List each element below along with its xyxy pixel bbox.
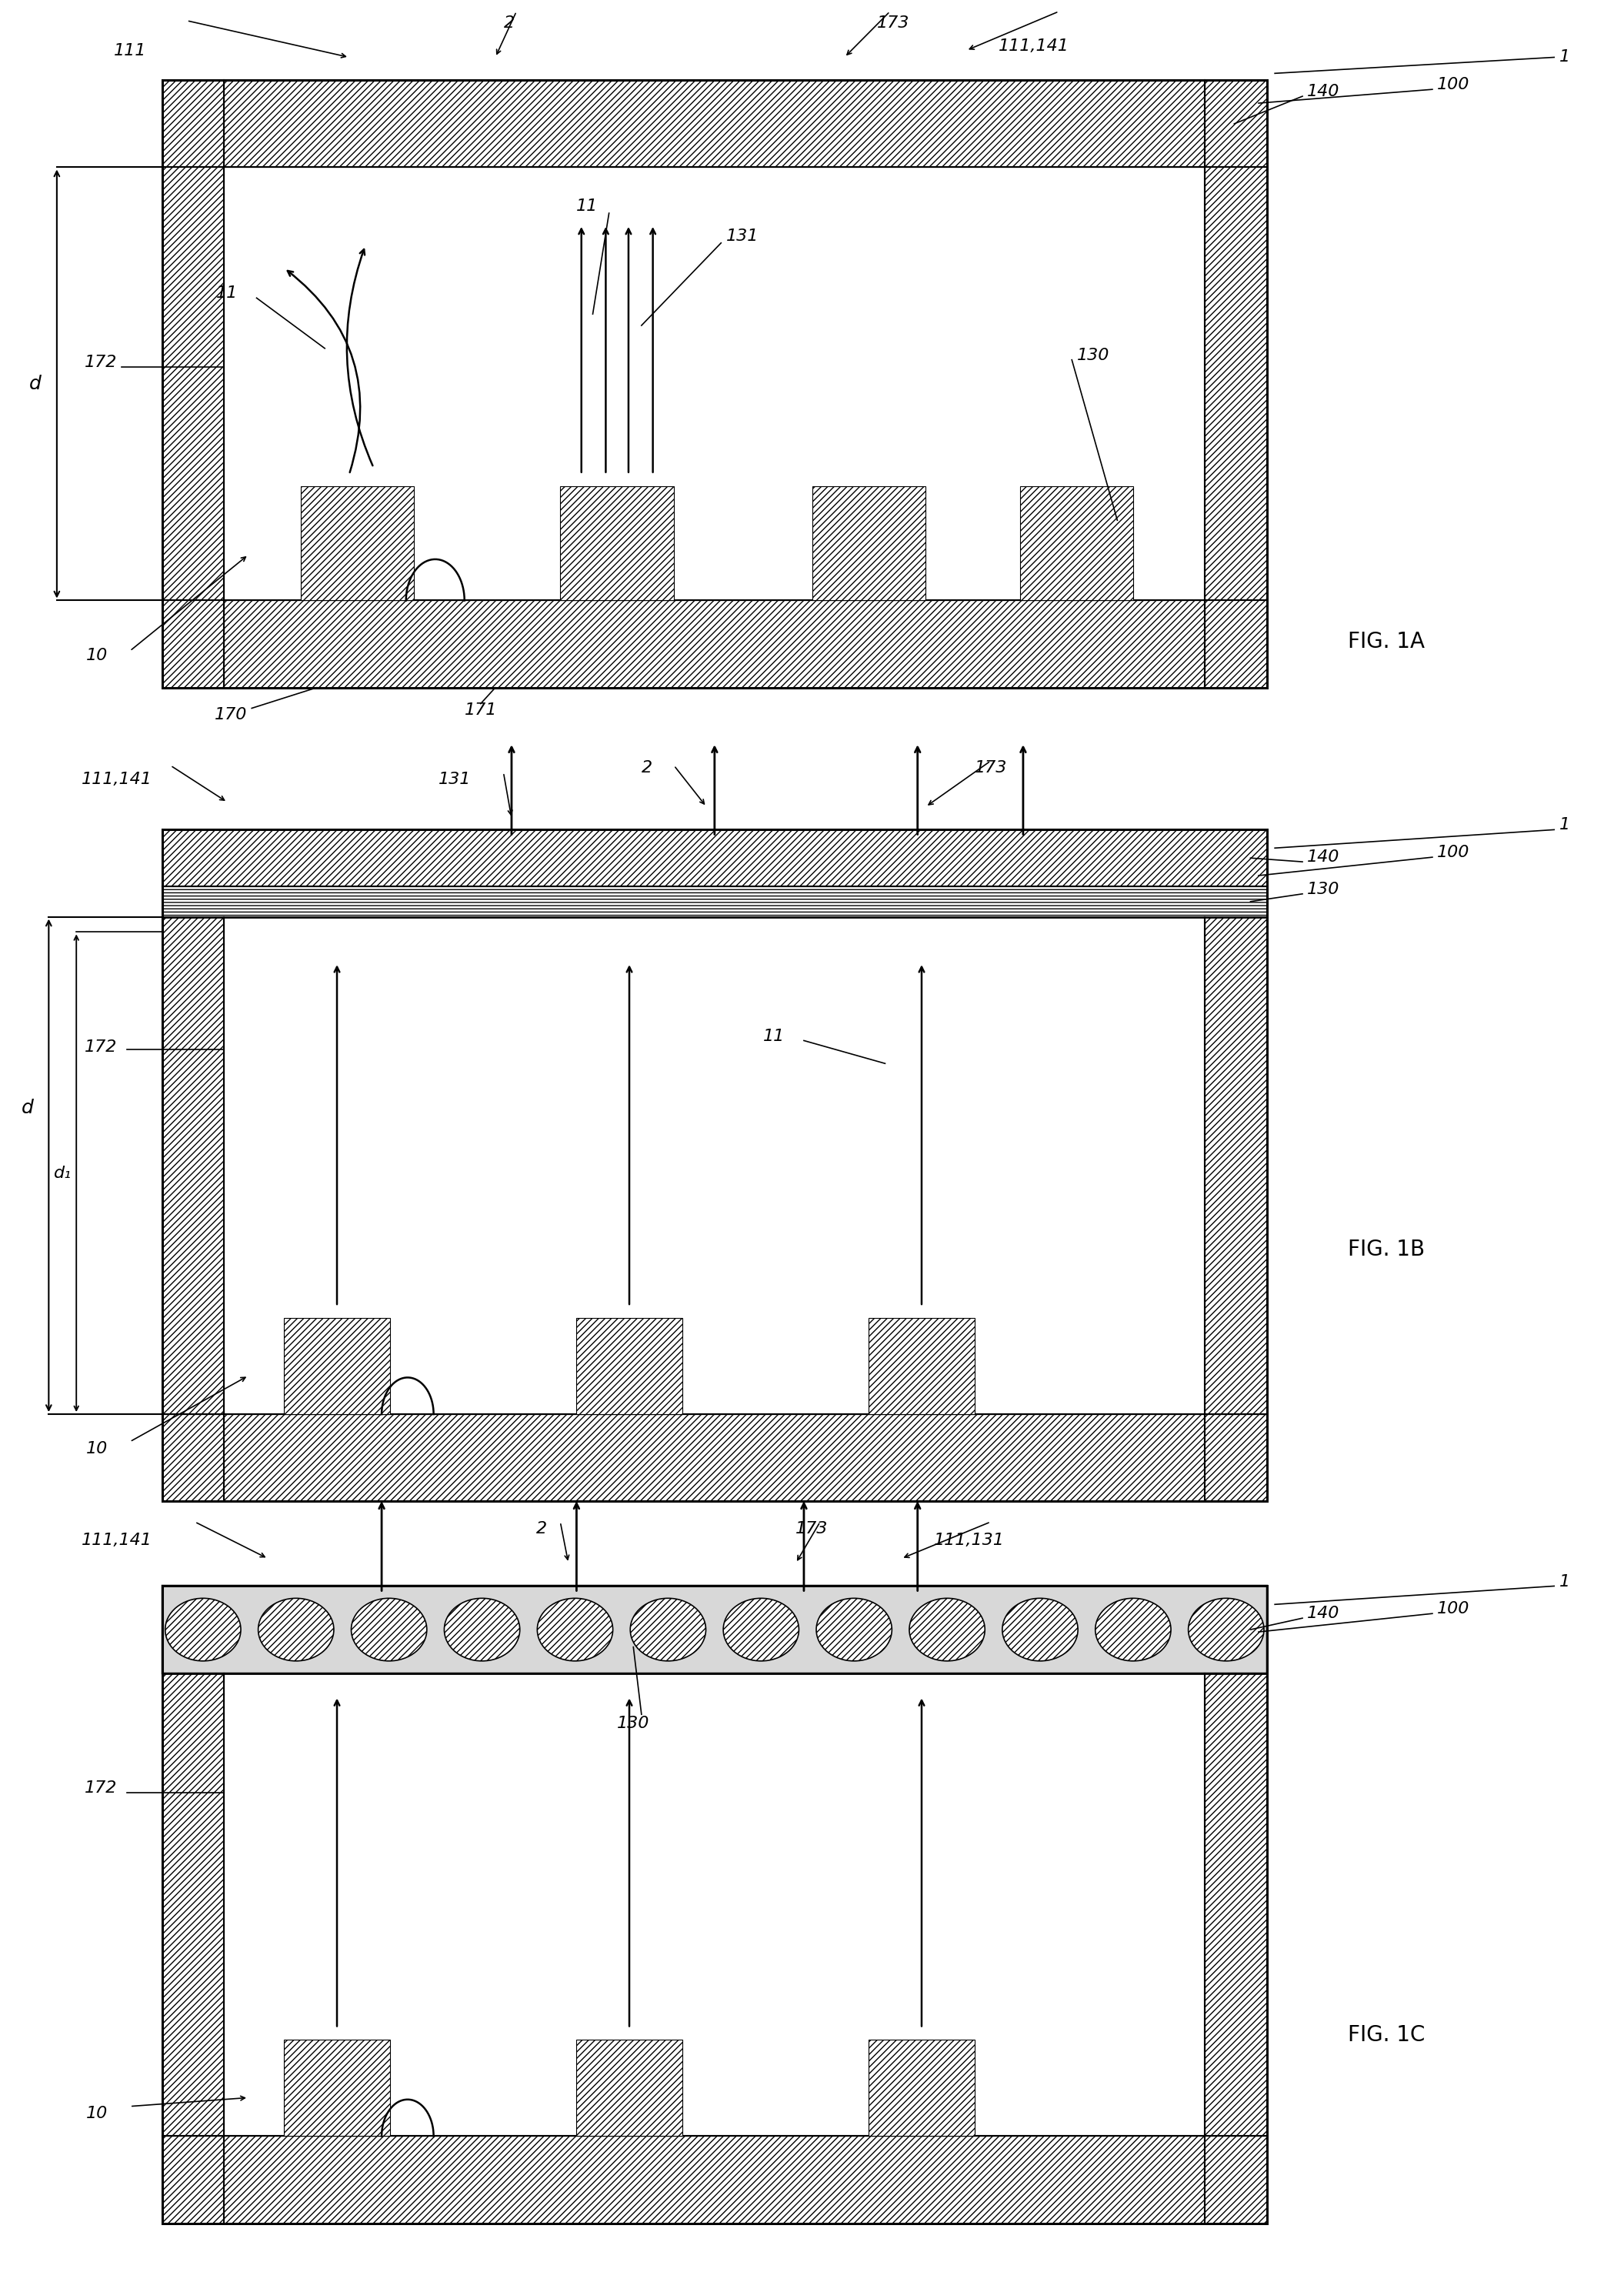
Text: 140: 140 — [1307, 85, 1340, 99]
Bar — [577, 1318, 682, 1414]
Bar — [162, 1586, 1267, 1673]
Bar — [162, 830, 1267, 887]
Text: FIG. 1A: FIG. 1A — [1348, 630, 1424, 653]
Text: 173: 173 — [974, 761, 1007, 775]
Ellipse shape — [351, 1598, 427, 1662]
Text: 11: 11 — [763, 1029, 784, 1043]
Text: 140: 140 — [1307, 850, 1340, 864]
Bar — [162, 1586, 224, 2223]
Text: 10: 10 — [86, 2106, 107, 2120]
Ellipse shape — [166, 1598, 240, 1662]
Text: 173: 173 — [796, 1522, 828, 1536]
Bar — [284, 2040, 390, 2136]
Text: FIG. 1C: FIG. 1C — [1348, 2024, 1426, 2047]
Bar — [224, 167, 1205, 601]
Bar — [284, 1318, 390, 1414]
Text: 130: 130 — [1077, 348, 1109, 362]
Bar — [300, 486, 414, 601]
Text: 1: 1 — [1559, 50, 1570, 64]
Ellipse shape — [538, 1598, 612, 1662]
Text: 111,131: 111,131 — [934, 1533, 1005, 1547]
Bar — [1205, 1586, 1267, 2223]
Text: 111,141: 111,141 — [81, 1533, 153, 1547]
Bar — [224, 1673, 1205, 2136]
Bar — [224, 917, 1205, 1414]
Bar — [162, 887, 1267, 917]
Text: d₁: d₁ — [54, 1164, 71, 1180]
Text: 100: 100 — [1437, 78, 1470, 92]
Text: 100: 100 — [1437, 1602, 1470, 1616]
Bar — [162, 80, 1267, 167]
Bar — [162, 830, 1267, 1501]
Ellipse shape — [909, 1598, 984, 1662]
Text: 173: 173 — [877, 16, 909, 30]
Text: 111,141: 111,141 — [81, 772, 153, 786]
Text: 130: 130 — [617, 1717, 650, 1730]
Bar — [162, 1414, 1267, 1501]
Text: 111,141: 111,141 — [999, 39, 1070, 53]
Text: 172: 172 — [84, 355, 117, 369]
Text: 1: 1 — [1559, 1575, 1570, 1588]
Text: 1: 1 — [1559, 818, 1570, 832]
Bar — [560, 486, 674, 601]
Bar — [162, 80, 1267, 688]
Ellipse shape — [630, 1598, 706, 1662]
Bar — [162, 601, 1267, 688]
Bar — [162, 2136, 1267, 2223]
Text: 11: 11 — [577, 199, 598, 213]
Text: 111: 111 — [114, 44, 146, 57]
Text: FIG. 1B: FIG. 1B — [1348, 1238, 1424, 1261]
Bar — [577, 2040, 682, 2136]
Text: 100: 100 — [1437, 846, 1470, 860]
Ellipse shape — [1002, 1598, 1078, 1662]
Bar — [812, 486, 926, 601]
Bar — [1205, 80, 1267, 688]
Ellipse shape — [817, 1598, 892, 1662]
Text: 131: 131 — [438, 772, 471, 786]
Bar — [1205, 830, 1267, 1501]
Text: 140: 140 — [1307, 1607, 1340, 1620]
Text: 2: 2 — [536, 1522, 547, 1536]
Ellipse shape — [258, 1598, 335, 1662]
Ellipse shape — [1189, 1598, 1263, 1662]
Text: 2: 2 — [641, 761, 653, 775]
Text: 10: 10 — [86, 1442, 107, 1455]
Text: 172: 172 — [84, 1041, 117, 1054]
Text: 2: 2 — [503, 16, 515, 30]
Ellipse shape — [1095, 1598, 1171, 1662]
Text: 131: 131 — [726, 229, 758, 243]
Bar — [869, 2040, 974, 2136]
Bar — [162, 1586, 1267, 2223]
Bar — [162, 830, 224, 1501]
Text: d: d — [29, 374, 42, 394]
Ellipse shape — [445, 1598, 520, 1662]
Text: 11: 11 — [216, 286, 237, 300]
Text: d: d — [21, 1098, 34, 1118]
Text: 10: 10 — [86, 649, 107, 662]
Bar — [162, 80, 224, 688]
Bar — [869, 1318, 974, 1414]
Text: 172: 172 — [84, 1781, 117, 1795]
Bar — [1020, 486, 1134, 601]
Text: 170: 170 — [214, 708, 247, 722]
Text: 130: 130 — [1307, 882, 1340, 896]
Text: 171: 171 — [464, 704, 497, 717]
Ellipse shape — [723, 1598, 799, 1662]
